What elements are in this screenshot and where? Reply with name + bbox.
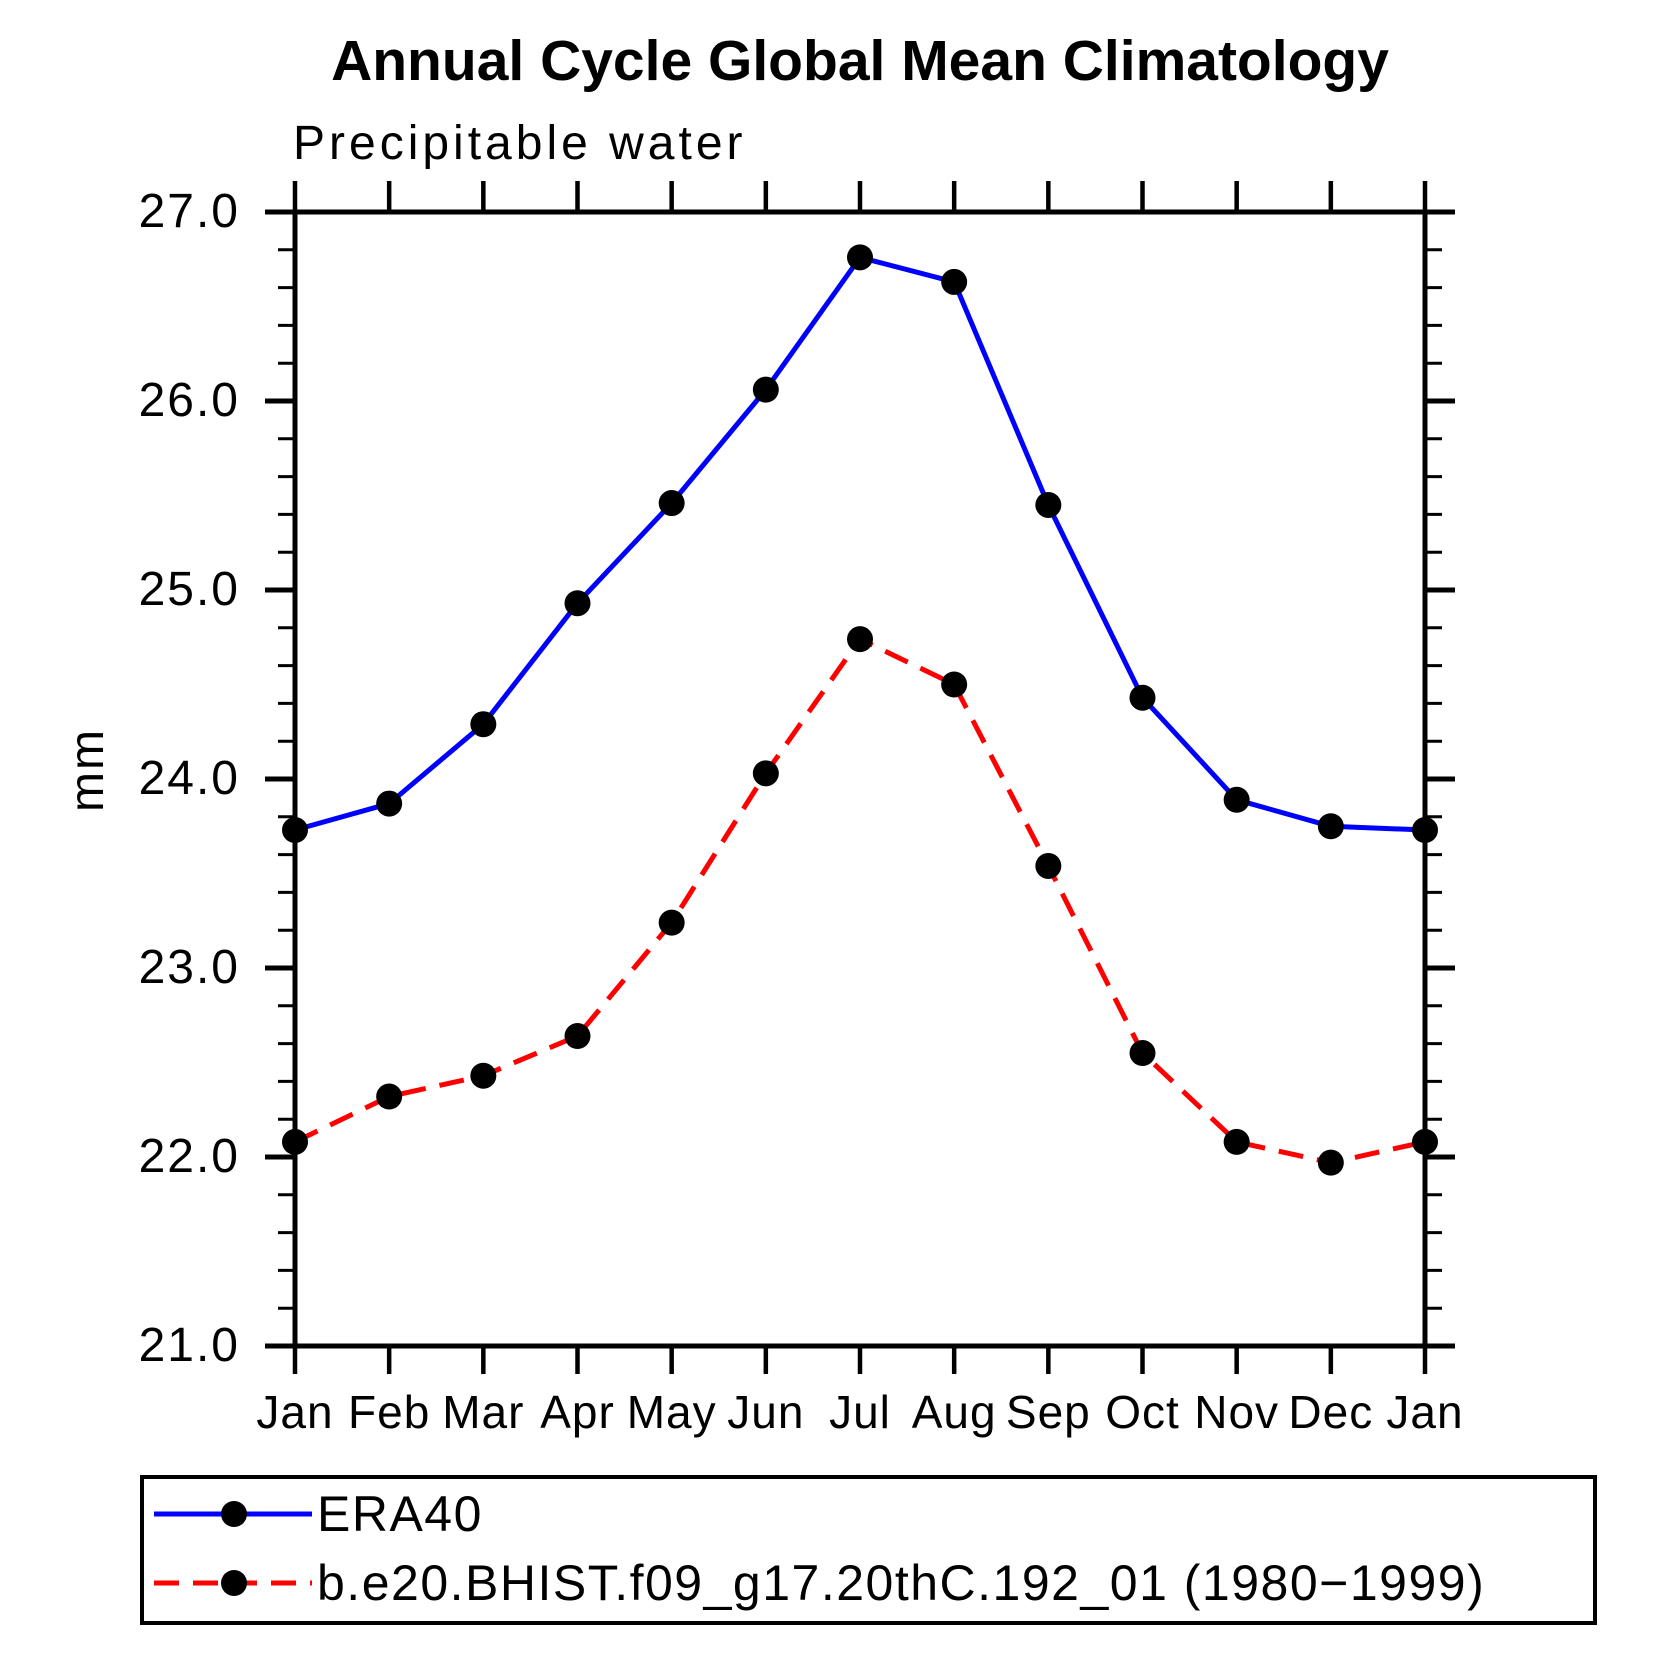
x-tick-label: Dec xyxy=(1288,1386,1374,1438)
x-tick-label: Sep xyxy=(1005,1386,1091,1438)
y-tick-label: 21.0 xyxy=(138,1319,240,1372)
data-point-marker xyxy=(376,790,403,817)
x-tick-label: May xyxy=(626,1386,717,1438)
data-point-marker xyxy=(564,1023,591,1050)
data-point-marker xyxy=(847,626,873,653)
x-tick-label: Oct xyxy=(1105,1386,1180,1438)
chart-title: Annual Cycle Global Mean Climatology xyxy=(331,29,1389,93)
data-point-marker xyxy=(658,909,685,936)
legend-marker-1 xyxy=(221,1570,247,1596)
data-point-marker xyxy=(847,244,873,271)
plot-box xyxy=(292,209,1428,1349)
data-point-marker xyxy=(1317,1149,1344,1176)
x-tick-label: Apr xyxy=(540,1386,615,1438)
data-point-marker xyxy=(1412,817,1438,844)
data-point-marker xyxy=(941,268,968,295)
chart-subtitle: Precipitable water xyxy=(293,117,747,170)
data-point-marker xyxy=(1035,852,1062,879)
series-line-1 xyxy=(293,636,1426,1166)
x-tick-label: Jan xyxy=(1386,1386,1464,1438)
x-tick-label: Mar xyxy=(442,1386,525,1438)
y-tick-label: 24.0 xyxy=(138,752,240,805)
data-point-marker xyxy=(1412,1128,1438,1155)
y-tick-label: 22.0 xyxy=(138,1130,240,1183)
data-point-marker xyxy=(376,1083,403,1110)
series-line-0 xyxy=(294,254,1426,833)
data-point-marker xyxy=(470,1062,497,1089)
data-point-marker xyxy=(941,671,968,698)
y-tick-label: 26.0 xyxy=(138,374,240,427)
x-tick-label: Jan xyxy=(256,1386,334,1438)
data-point-marker xyxy=(1223,786,1250,813)
data-point-marker xyxy=(282,1128,308,1155)
legend-item-model: b.e20.BHIST.f09_g17.20thC.192_01 (1980−1… xyxy=(147,1555,1486,1611)
x-tick-label: Feb xyxy=(348,1386,431,1438)
data-point-marker xyxy=(1317,813,1344,840)
legend-label-model: b.e20.BHIST.f09_g17.20thC.192_01 (1980−1… xyxy=(317,1555,1486,1611)
legend: ERA40 b.e20.BHIST.f09_g17.20thC.192_01 (… xyxy=(140,1475,1597,1625)
data-point-marker xyxy=(1223,1128,1250,1155)
data-point-marker xyxy=(658,490,685,517)
legend-marker-0 xyxy=(221,1501,247,1527)
data-point-marker xyxy=(470,711,497,738)
data-point-marker xyxy=(752,376,779,403)
x-tick-label: Nov xyxy=(1194,1386,1280,1438)
data-point-marker xyxy=(1129,1040,1156,1067)
data-point-marker xyxy=(282,817,308,844)
legend-sample-era40 xyxy=(154,1501,312,1527)
legend-label-era40: ERA40 xyxy=(317,1486,483,1542)
y-tick-label: 23.0 xyxy=(138,941,240,994)
data-point-marker xyxy=(752,760,779,787)
x-tick-label: Jul xyxy=(829,1386,891,1438)
legend-sample-model xyxy=(154,1570,312,1596)
x-tick-label: Aug xyxy=(911,1386,997,1438)
x-tick-label: Jun xyxy=(727,1386,805,1438)
y-tick-label: 25.0 xyxy=(138,563,240,616)
data-point-marker xyxy=(1035,491,1062,518)
data-point-marker xyxy=(1129,684,1156,711)
y-tick-label: 27.0 xyxy=(138,185,240,238)
legend-item-era40: ERA40 xyxy=(147,1486,483,1542)
data-point-marker xyxy=(564,590,591,617)
